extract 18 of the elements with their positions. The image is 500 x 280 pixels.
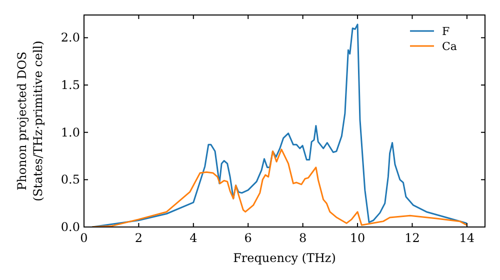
x-tick-label: 10 xyxy=(350,231,366,245)
x-tick-label: 8 xyxy=(299,231,307,245)
x-tick-label: 6 xyxy=(244,231,252,245)
y-tick-label: 0.0 xyxy=(60,220,80,234)
y-tick-label: 2.0 xyxy=(60,30,80,45)
x-tick-label: 2 xyxy=(134,231,143,245)
x-tick-label: 14 xyxy=(459,231,475,245)
y-tick-label: 1.5 xyxy=(60,78,80,92)
line-series xyxy=(91,148,468,227)
y-axis-title: Phonon projected DOS (States/THz·primitive cell) xyxy=(15,40,45,202)
legend-label: Ca xyxy=(442,40,458,53)
x-tick-label: 4 xyxy=(190,231,198,245)
legend-label: F xyxy=(442,25,450,38)
y-tick-label: 1.0 xyxy=(60,125,80,140)
x-tick-label: 12 xyxy=(404,231,420,245)
y-tick-label: 0.5 xyxy=(60,172,80,187)
x-axis-title: Frequency (THz) xyxy=(233,251,336,265)
x-tick-label: 0 xyxy=(80,231,88,245)
